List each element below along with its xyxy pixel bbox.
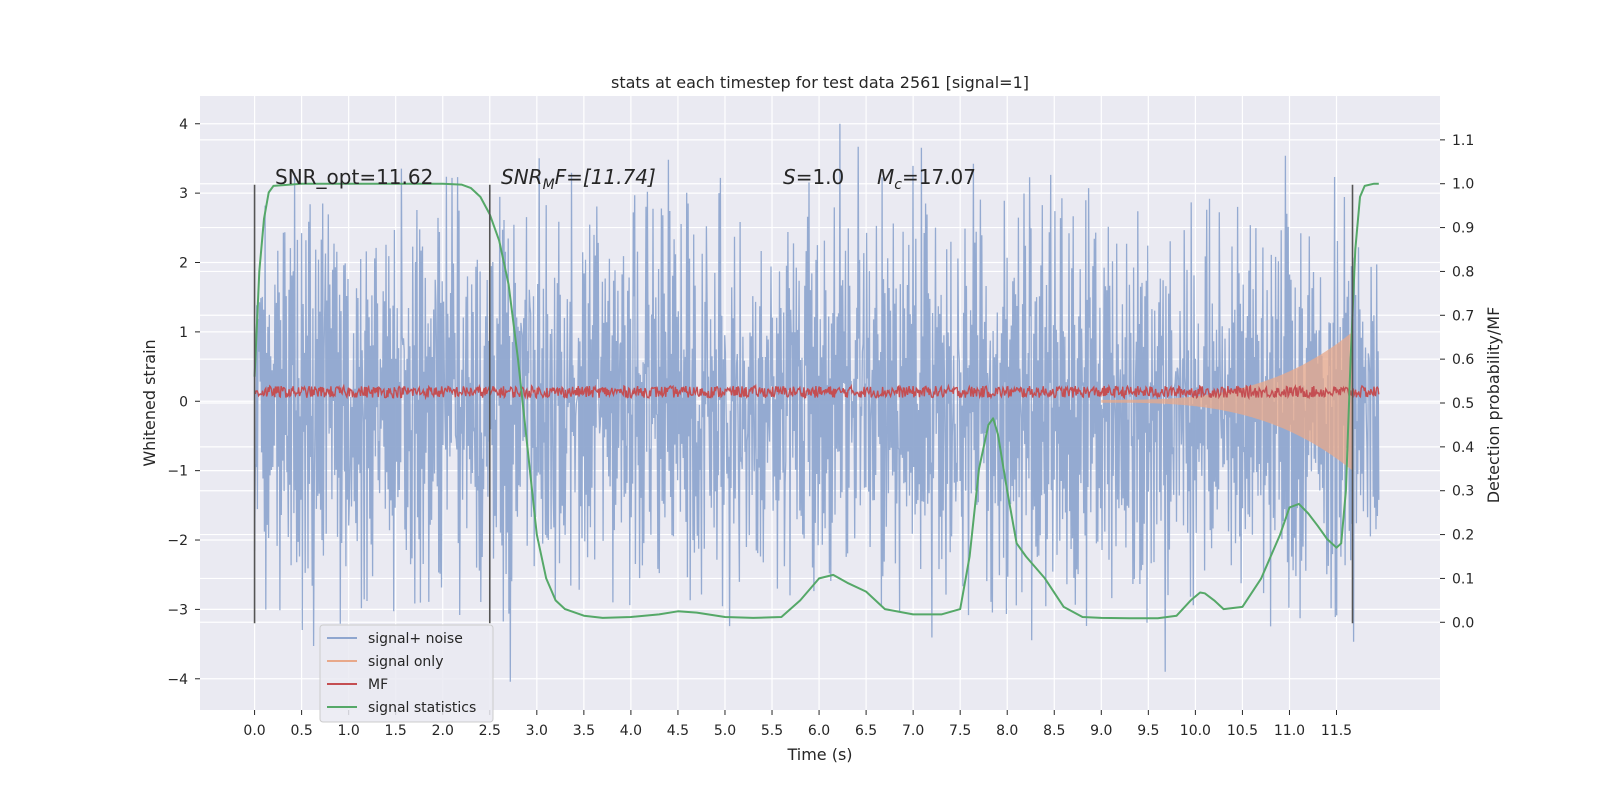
y-left-tick-label: −1 [167, 464, 188, 480]
x-tick-label: 11.0 [1274, 723, 1305, 739]
y-left-tick-label: −4 [167, 672, 188, 688]
annotation-snr-mf-value: F=[11.74] [555, 165, 656, 189]
x-tick-label: 0.0 [243, 723, 265, 739]
y-right-tick-label: 0.0 [1452, 615, 1474, 631]
annotation-mc-sub: c [894, 177, 902, 193]
series-signal-noise [253, 123, 1380, 682]
legend-label-signal-statistics: signal statistics [368, 700, 476, 716]
x-tick-label: 9.0 [1090, 723, 1112, 739]
x-tick-label: 3.5 [573, 723, 595, 739]
y-right-tick-label: 0.7 [1452, 308, 1474, 324]
x-tick-label: 10.0 [1180, 723, 1211, 739]
legend: signal+ noise signal only MF signal stat… [319, 624, 494, 723]
x-tick-label: 4.5 [667, 723, 689, 739]
annotation-snr-mf: SNRMF=[11.74] [501, 165, 656, 193]
y-right-tick-label: 0.9 [1452, 221, 1474, 237]
y-left-tick-label: 4 [179, 117, 188, 133]
x-tick-label: 7.0 [902, 723, 924, 739]
x-tick-label: 8.5 [1043, 723, 1065, 739]
y-right-tick-label: 0.8 [1452, 264, 1474, 280]
vertical-markers [253, 184, 1354, 624]
x-tick-label: 1.5 [385, 723, 407, 739]
annotation-mc-value: =17.07 [902, 165, 976, 189]
y-right-tick-label: 1.0 [1452, 177, 1474, 193]
y-right-axis-ticks: 1.1 1.0 0.9 0.8 0.7 0.6 0.5 0.4 0.3 0.2 0.1 0.0 [1440, 133, 1474, 631]
x-tick-label: 5.0 [714, 723, 736, 739]
annotation-mc: Mc=17.07 [877, 165, 976, 193]
y-right-tick-label: 0.4 [1452, 440, 1474, 456]
legend-label-mf: MF [368, 677, 388, 693]
y-right-axis-title: Detection probability/MF [1484, 307, 1503, 504]
legend-box [319, 624, 494, 723]
y-right-tick-label: 0.5 [1452, 396, 1474, 412]
x-tick-label: 2.5 [479, 723, 501, 739]
y-left-tick-label: 3 [179, 186, 188, 202]
y-right-tick-label: 0.6 [1452, 352, 1474, 368]
x-tick-label: 3.0 [526, 723, 548, 739]
series-mf [253, 383, 1380, 401]
chart-title: stats at each timestep for test data 256… [611, 73, 1029, 92]
x-tick-label: 2.0 [432, 723, 454, 739]
y-right-tick-label: 0.1 [1452, 571, 1474, 587]
x-tick-label: 4.0 [620, 723, 642, 739]
x-axis-title: Time (s) [786, 745, 852, 764]
annotation-s-var: S [783, 165, 796, 189]
annotation-snr-mf-var: SNR [501, 165, 543, 189]
x-axis-ticks: 0.0 0.5 1.0 1.5 2.0 2.5 3.0 3.5 4.0 4.5 5.0 5.5 6.0 6… [243, 710, 1352, 739]
annotation-s: S=1.0 [783, 165, 844, 189]
y-left-axis-title: Whitened strain [140, 339, 159, 466]
annotation-snr-mf-sub: M [543, 177, 555, 193]
x-tick-label: 7.5 [949, 723, 971, 739]
series-layer [253, 123, 1380, 682]
series-signal-only [1101, 331, 1353, 471]
y-right-tick-label: 1.1 [1452, 133, 1474, 149]
series-signal-statistics [253, 182, 1379, 620]
x-tick-label: 5.5 [761, 723, 783, 739]
x-tick-label: 10.5 [1227, 723, 1258, 739]
annotation-s-value: =1.0 [796, 165, 845, 189]
x-tick-label: 8.0 [996, 723, 1018, 739]
legend-label-signal-only: signal only [368, 654, 443, 670]
y-right-tick-label: 0.2 [1452, 528, 1474, 544]
y-left-tick-label: 0 [179, 394, 188, 410]
x-tick-label: 1.0 [338, 723, 360, 739]
x-tick-label: 11.5 [1321, 723, 1352, 739]
annotation-mc-var: M [877, 165, 894, 189]
x-tick-label: 0.5 [290, 723, 312, 739]
y-left-axis-ticks: 4 3 2 1 0 −1 −2 −3 −4 [167, 117, 200, 688]
y-left-tick-label: −2 [167, 533, 188, 549]
y-left-tick-label: −3 [167, 602, 188, 618]
x-tick-label: 9.5 [1137, 723, 1159, 739]
y-right-tick-label: 0.3 [1452, 484, 1474, 500]
x-tick-label: 6.5 [855, 723, 877, 739]
x-tick-label: 6.0 [808, 723, 830, 739]
y-left-tick-label: 1 [179, 325, 188, 341]
legend-label-signal-noise: signal+ noise [368, 631, 463, 647]
annotation-snr-opt: SNR_opt=11.62 [275, 165, 433, 189]
y-left-tick-label: 2 [179, 256, 188, 272]
